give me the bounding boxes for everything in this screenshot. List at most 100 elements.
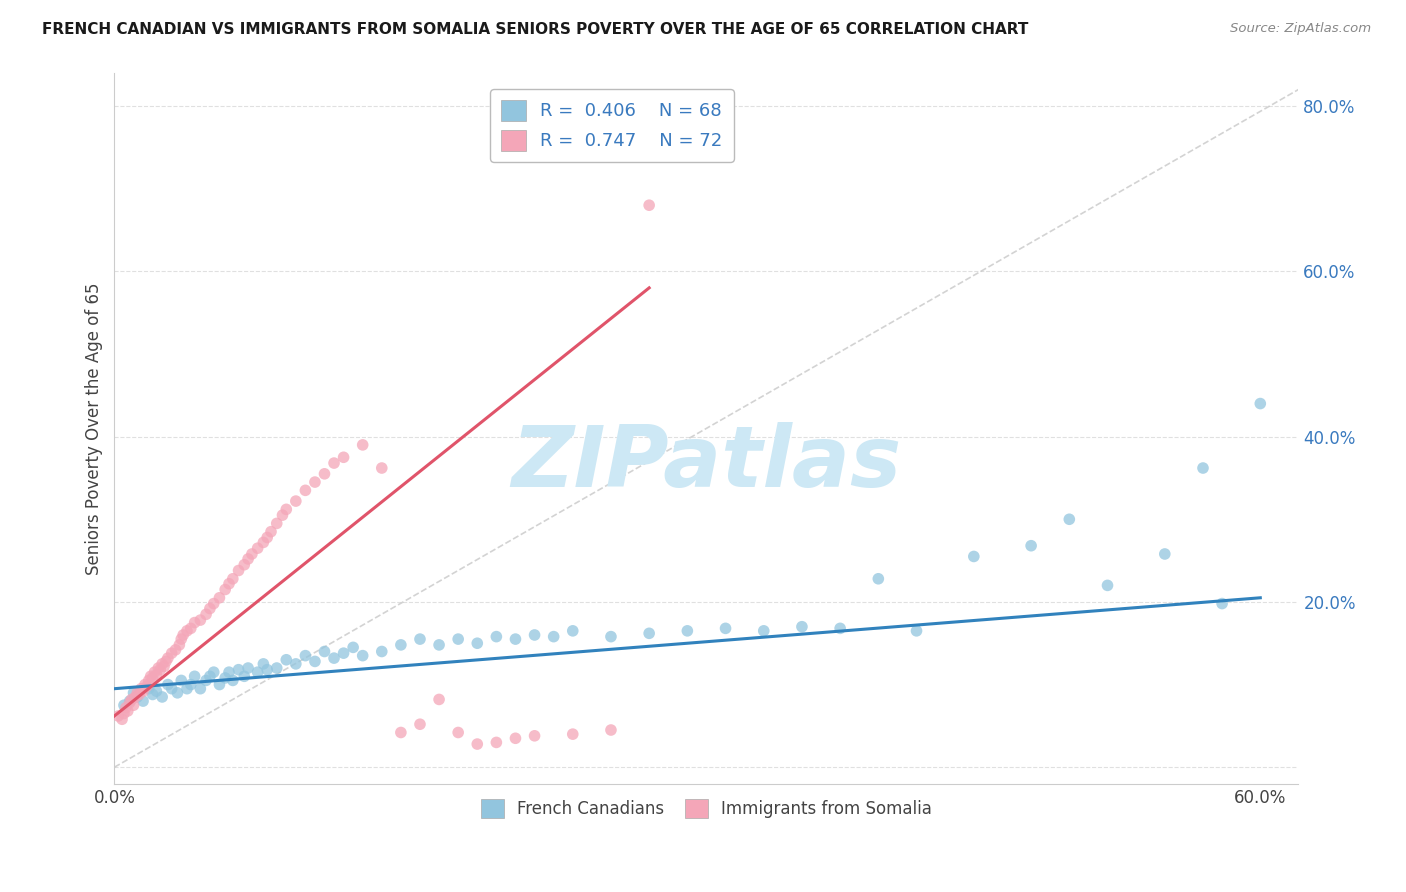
Point: [183, 669, 205, 683]
Point: [165, 643, 187, 657]
Point: [409, 632, 432, 646]
Point: [1019, 539, 1042, 553]
Point: [304, 655, 326, 669]
Point: [505, 731, 527, 746]
Point: [240, 547, 263, 561]
Point: [180, 621, 202, 635]
Point: [183, 615, 205, 630]
Point: [1097, 578, 1119, 592]
Point: [118, 696, 141, 710]
Point: [127, 686, 149, 700]
Point: [1059, 512, 1081, 526]
Point: [427, 638, 450, 652]
Point: [246, 541, 269, 556]
Point: [145, 667, 167, 681]
Point: [198, 601, 221, 615]
Point: [218, 665, 240, 680]
Point: [905, 624, 928, 638]
Point: [332, 450, 354, 465]
Point: [284, 494, 307, 508]
Point: [276, 653, 298, 667]
Point: [202, 665, 225, 680]
Point: [124, 690, 146, 704]
Point: [228, 564, 250, 578]
Point: [830, 621, 852, 635]
Point: [561, 624, 583, 638]
Point: [236, 661, 259, 675]
Point: [485, 630, 508, 644]
Point: [132, 684, 155, 698]
Text: Source: ZipAtlas.com: Source: ZipAtlas.com: [1230, 22, 1371, 36]
Point: [150, 657, 173, 671]
Point: [523, 729, 546, 743]
Point: [371, 461, 394, 475]
Point: [127, 690, 149, 704]
Point: [447, 632, 470, 646]
Point: [1153, 547, 1175, 561]
Point: [121, 692, 143, 706]
Point: [149, 663, 172, 677]
Point: [155, 655, 177, 669]
Point: [107, 709, 129, 723]
Point: [132, 694, 155, 708]
Point: [117, 704, 139, 718]
Point: [122, 686, 145, 700]
Point: [352, 648, 374, 663]
Point: [485, 735, 508, 749]
Point: [166, 686, 188, 700]
Point: [294, 483, 316, 498]
Point: [148, 661, 170, 675]
Point: [447, 725, 470, 739]
Point: [112, 706, 135, 721]
Point: [561, 727, 583, 741]
Point: [111, 712, 134, 726]
Point: [156, 677, 179, 691]
Point: [505, 632, 527, 646]
Point: [122, 698, 145, 713]
Text: FRENCH CANADIAN VS IMMIGRANTS FROM SOMALIA SENIORS POVERTY OVER THE AGE OF 65 CO: FRENCH CANADIAN VS IMMIGRANTS FROM SOMAL…: [42, 22, 1029, 37]
Point: [139, 669, 162, 683]
Point: [188, 613, 211, 627]
Point: [323, 456, 346, 470]
Y-axis label: Seniors Poverty Over the Age of 65: Seniors Poverty Over the Age of 65: [86, 282, 103, 574]
Point: [465, 737, 488, 751]
Point: [314, 467, 336, 481]
Point: [153, 659, 176, 673]
Point: [332, 646, 354, 660]
Point: [676, 624, 699, 638]
Point: [260, 524, 283, 539]
Point: [214, 582, 236, 597]
Point: [160, 646, 183, 660]
Point: [304, 475, 326, 489]
Point: [233, 558, 256, 572]
Point: [208, 591, 231, 605]
Point: [115, 700, 138, 714]
Point: [790, 620, 813, 634]
Point: [1249, 396, 1271, 410]
Legend: French Canadians, Immigrants from Somalia: French Canadians, Immigrants from Somali…: [474, 793, 939, 825]
Point: [465, 636, 488, 650]
Point: [246, 665, 269, 680]
Point: [156, 651, 179, 665]
Point: [963, 549, 986, 564]
Point: [118, 694, 141, 708]
Point: [218, 576, 240, 591]
Point: [523, 628, 546, 642]
Point: [129, 681, 152, 696]
Point: [170, 673, 193, 688]
Point: [176, 681, 198, 696]
Point: [195, 673, 218, 688]
Point: [266, 661, 288, 675]
Point: [145, 684, 167, 698]
Point: [543, 630, 565, 644]
Point: [160, 681, 183, 696]
Point: [180, 677, 202, 691]
Point: [314, 644, 336, 658]
Point: [284, 657, 307, 671]
Point: [271, 508, 294, 523]
Point: [352, 438, 374, 452]
Point: [600, 723, 623, 737]
Point: [236, 552, 259, 566]
Point: [342, 640, 364, 655]
Point: [134, 677, 156, 691]
